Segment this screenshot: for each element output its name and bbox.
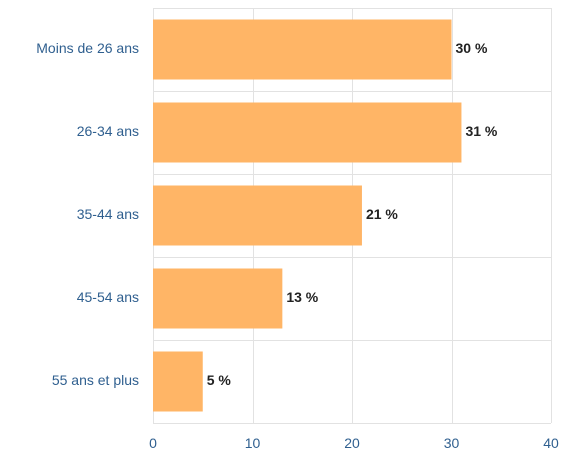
label-layer: Moins de 26 ans 30 % 26-34 ans 31 % 35-44 an… xyxy=(36,40,498,388)
bar[interactable] xyxy=(153,185,362,246)
bar-layer xyxy=(153,19,462,412)
x-tick-label: 40 xyxy=(543,435,559,451)
category-label: 45-54 ans xyxy=(77,289,139,305)
bar[interactable] xyxy=(153,102,462,163)
data-label: 21 % xyxy=(366,206,398,222)
data-label: 31 % xyxy=(465,123,497,139)
data-label: 30 % xyxy=(456,40,488,56)
category-label: Moins de 26 ans xyxy=(36,40,139,56)
category-label: 26-34 ans xyxy=(77,123,139,139)
x-tick-label: 10 xyxy=(245,435,261,451)
bar[interactable] xyxy=(153,268,283,329)
data-label: 13 % xyxy=(286,289,318,305)
bar[interactable] xyxy=(153,351,203,412)
x-tick-label: 0 xyxy=(149,435,157,451)
axis-layer: 0 10 20 30 40 xyxy=(149,435,559,451)
x-tick-label: 30 xyxy=(444,435,460,451)
category-label: 55 ans et plus xyxy=(52,372,139,388)
category-label: 35-44 ans xyxy=(77,206,139,222)
x-tick-label: 20 xyxy=(344,435,360,451)
data-label: 5 % xyxy=(207,372,232,388)
bar[interactable] xyxy=(153,19,452,80)
